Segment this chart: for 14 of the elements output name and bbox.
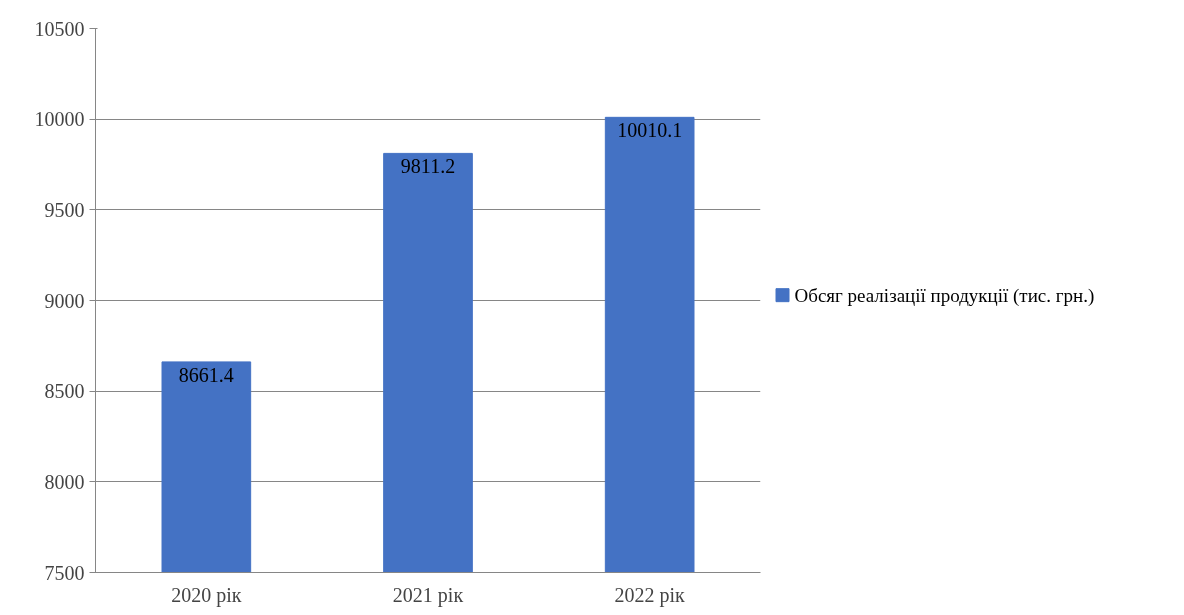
- y-tick-label: 9000: [44, 289, 85, 312]
- y-tick-label: 7500: [44, 561, 85, 584]
- y-tick-label: 10500: [34, 17, 85, 40]
- y-tick-label: 8000: [44, 470, 85, 493]
- x-tick-label: 2021 рік: [392, 583, 464, 607]
- data-label: 10010.1: [617, 119, 683, 142]
- y-tick-label: 9500: [44, 198, 85, 221]
- y-tick-label: 10000: [34, 108, 85, 131]
- legend-label: Обсяг реалізації продукції (тис. грн.): [794, 284, 1095, 307]
- y-tick-label: 8500: [44, 380, 85, 403]
- data-label: 8661.4: [178, 363, 234, 386]
- data-label: 9811.2: [400, 155, 456, 178]
- x-tick-label: 2022 рік: [614, 583, 686, 607]
- x-tick-label: 2020 рік: [171, 583, 242, 607]
